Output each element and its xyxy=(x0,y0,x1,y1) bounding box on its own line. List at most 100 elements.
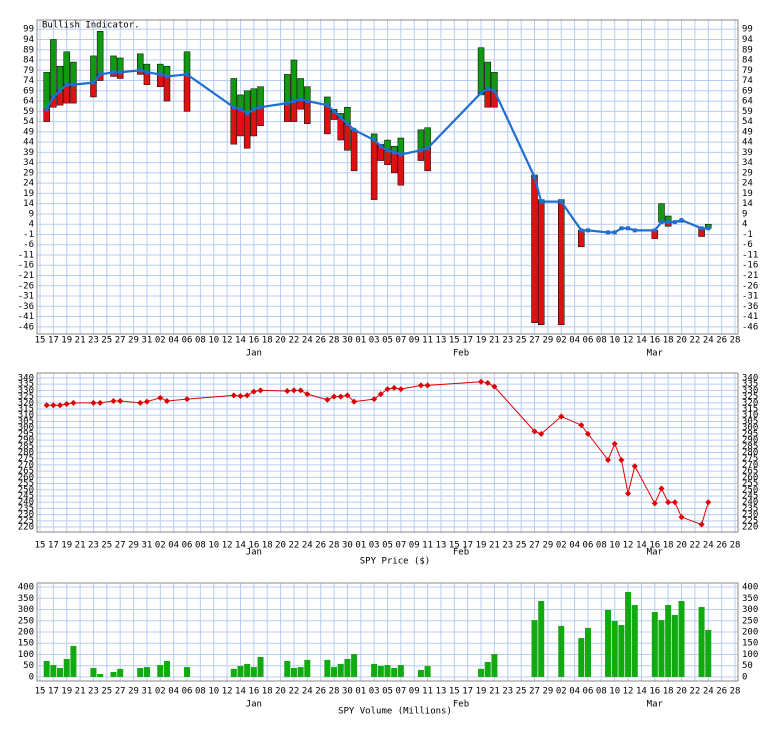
y-tick-label: 64 xyxy=(23,97,34,107)
y-tick-label: 150 xyxy=(18,639,34,649)
volume-bar xyxy=(678,600,685,677)
volume-bar xyxy=(611,620,618,677)
y-tick-label: 300 xyxy=(18,423,34,433)
volume-bar xyxy=(230,668,237,677)
x-tick-label: 24 xyxy=(302,687,313,697)
price-point xyxy=(578,422,585,429)
y-tick-label: 19 xyxy=(23,189,34,199)
x-tick-label: 26 xyxy=(716,541,727,551)
price-point xyxy=(110,397,117,404)
price-point xyxy=(250,388,257,395)
x-tick-label: 23 xyxy=(88,541,99,551)
x-tick-label: 05 xyxy=(382,687,393,697)
x-tick-label: 29 xyxy=(542,541,553,551)
up-bar xyxy=(397,137,405,155)
month-label: Jan xyxy=(246,548,262,558)
y-tick-label: 280 xyxy=(742,448,758,458)
price-point xyxy=(324,396,331,403)
up-bar xyxy=(237,94,244,110)
price-point xyxy=(417,382,424,389)
x-tick-label: 10 xyxy=(208,541,219,551)
price-point xyxy=(137,399,144,406)
x-tick-label: 02 xyxy=(155,336,166,346)
x-tick-label: 27 xyxy=(529,687,540,697)
price-point xyxy=(351,398,358,405)
indicator-point xyxy=(352,127,357,132)
indicator-point xyxy=(532,175,537,179)
y-tick-label: 300 xyxy=(742,423,758,433)
x-tick-label: 31 xyxy=(142,541,153,551)
volume-bar xyxy=(297,667,304,677)
y-tick-label: 250 xyxy=(742,485,758,495)
volume-bar xyxy=(417,669,424,677)
up-bar xyxy=(230,78,238,108)
plot-frame xyxy=(36,582,739,682)
y-tick-label: 290 xyxy=(18,436,34,446)
y-tick-label: 250 xyxy=(18,485,34,495)
x-tick-label: 20 xyxy=(275,336,286,346)
down-bar xyxy=(531,176,538,323)
x-tick-label: 27 xyxy=(529,336,540,346)
x-tick-label: 20 xyxy=(275,687,286,697)
x-tick-label: 15 xyxy=(449,336,460,346)
price-point xyxy=(658,485,665,492)
x-tick-label: 28 xyxy=(730,687,741,697)
price-point xyxy=(384,386,391,393)
volume-bar xyxy=(658,620,665,677)
x-tick-label: 12 xyxy=(623,541,634,551)
price-point xyxy=(397,386,404,393)
y-tick-label: 9 xyxy=(29,209,34,219)
indicator-point xyxy=(298,97,303,102)
y-tick-label: 54 xyxy=(23,117,34,127)
x-tick-label: 09 xyxy=(409,687,420,697)
y-tick-label: -46 xyxy=(742,322,758,332)
volume-bar xyxy=(631,605,638,677)
x-tick-label: 22 xyxy=(289,687,300,697)
x-tick-label: 23 xyxy=(88,687,99,697)
volume-bar xyxy=(384,665,391,677)
volume-bar xyxy=(558,625,565,677)
price-point xyxy=(284,388,291,395)
y-tick-label: 265 xyxy=(18,467,34,477)
price-point xyxy=(665,499,672,506)
y-tick-label: 49 xyxy=(742,127,753,137)
volume-bar xyxy=(671,614,678,677)
up-bar xyxy=(484,61,491,90)
volume-bar xyxy=(371,663,378,677)
price-point xyxy=(678,514,685,521)
x-tick-label: 26 xyxy=(315,687,326,697)
x-tick-label: 17 xyxy=(48,541,59,551)
x-tick-label: 12 xyxy=(623,336,634,346)
volume-bar xyxy=(491,654,498,677)
y-tick-label: 24 xyxy=(742,179,753,189)
x-tick-label: 10 xyxy=(609,541,620,551)
down-bar xyxy=(230,106,238,145)
x-tick-label: 30 xyxy=(342,541,353,551)
volume-bar xyxy=(665,605,672,677)
down-bar xyxy=(290,100,298,122)
y-tick-label: 250 xyxy=(18,616,34,626)
y-tick-label: 4 xyxy=(29,220,34,230)
y-tick-label: 255 xyxy=(18,479,34,489)
x-tick-label: 14 xyxy=(636,687,647,697)
indicator-point xyxy=(345,121,350,126)
x-tick-label: 02 xyxy=(556,336,567,346)
volume-bar xyxy=(137,667,144,677)
x-tick-label: 12 xyxy=(222,541,233,551)
x-tick-label: 24 xyxy=(302,336,313,346)
y-tick-label: 34 xyxy=(23,158,34,168)
x-tick-label: 24 xyxy=(703,541,714,551)
x-tick-label: 03 xyxy=(369,687,380,697)
down-bar xyxy=(250,109,258,137)
y-tick-label: 340 xyxy=(742,373,758,383)
indicator-point xyxy=(231,105,236,110)
y-tick-label: 400 xyxy=(18,583,34,593)
price-point xyxy=(90,399,97,406)
x-tick-label: 25 xyxy=(101,336,112,346)
x-tick-label: 18 xyxy=(663,541,674,551)
y-tick-label: 94 xyxy=(23,35,34,45)
volume-bar xyxy=(331,667,338,677)
y-tick-label: 14 xyxy=(742,199,753,209)
volume-bar xyxy=(284,660,291,677)
indicator-point xyxy=(238,107,243,112)
